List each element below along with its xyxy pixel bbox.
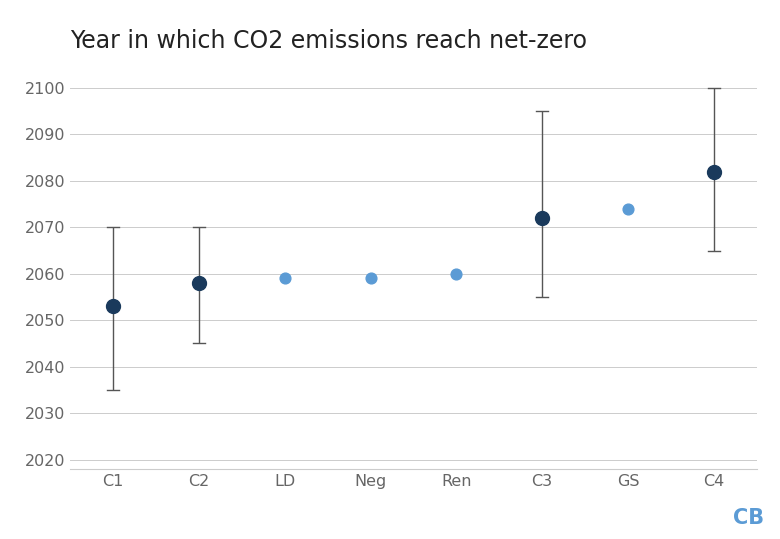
Text: CB: CB [733,508,764,528]
Point [193,279,205,287]
Point [707,167,720,176]
Point [278,274,291,283]
Point [450,270,463,278]
Point [107,302,119,310]
Point [622,204,634,213]
Point [536,213,548,222]
Text: Year in which CO2 emissions reach net-zero: Year in which CO2 emissions reach net-ze… [70,29,587,53]
Point [364,274,377,283]
